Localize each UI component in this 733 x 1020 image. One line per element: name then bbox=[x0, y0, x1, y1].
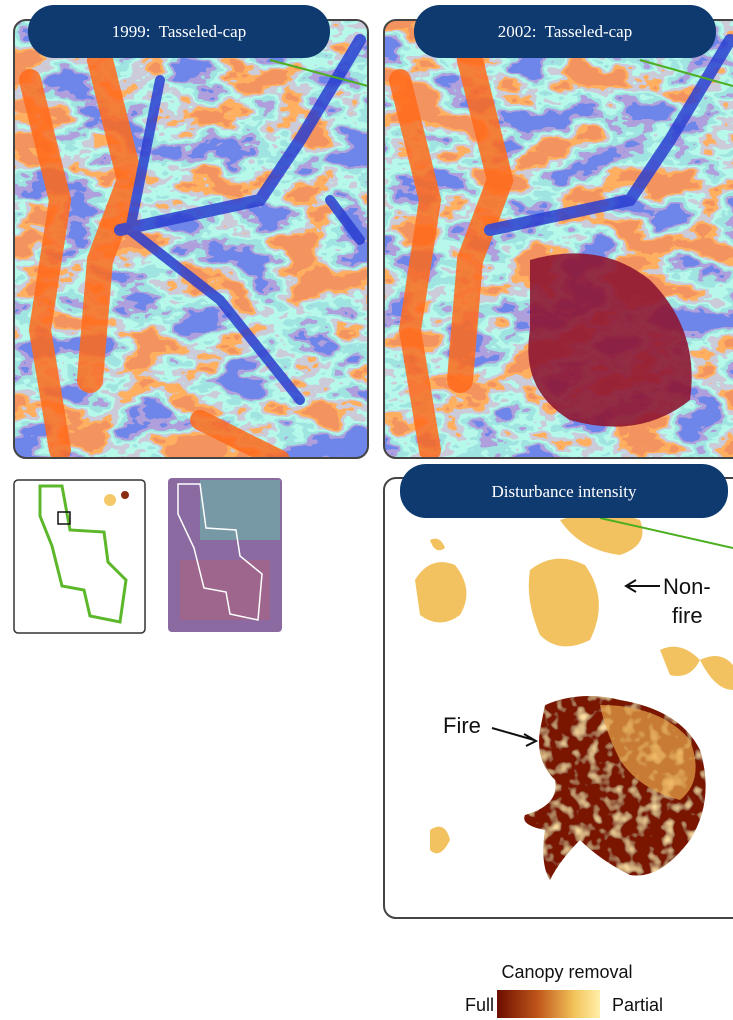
legend-gradient bbox=[497, 990, 600, 1018]
panel-title: 2002: Tasseled-cap bbox=[498, 22, 632, 41]
legend-label: Partial bbox=[612, 995, 663, 1015]
tasseled-cap-1999 bbox=[14, 20, 368, 460]
imagery-shape bbox=[200, 480, 280, 540]
legend-title: Canopy removal bbox=[501, 962, 632, 982]
panel-title: Disturbance intensity bbox=[492, 482, 637, 501]
annotation: Fire bbox=[443, 713, 481, 738]
tasseled-cap-2002 bbox=[384, 20, 733, 458]
page: {"panels": [{"title": "1999: Tasseled-ca… bbox=[0, 0, 733, 1020]
image-inset bbox=[168, 478, 282, 632]
imagery-shape bbox=[529, 559, 599, 647]
imagery-shape bbox=[415, 562, 466, 622]
disturbance-map bbox=[384, 478, 733, 918]
panel-title: 1999: Tasseled-cap bbox=[112, 22, 246, 41]
legend-label: Full bbox=[465, 995, 494, 1015]
imagery-shape bbox=[121, 491, 129, 499]
annotation: fire bbox=[672, 603, 703, 628]
imagery-shape bbox=[14, 20, 368, 458]
locator-inset bbox=[14, 480, 145, 633]
figure: 1999: Tasseled-cap 2002: Tasseled-cap Di… bbox=[0, 0, 733, 1020]
imagery-shape bbox=[104, 494, 116, 506]
annotation: Non- bbox=[663, 574, 711, 599]
imagery-shape bbox=[14, 480, 145, 633]
